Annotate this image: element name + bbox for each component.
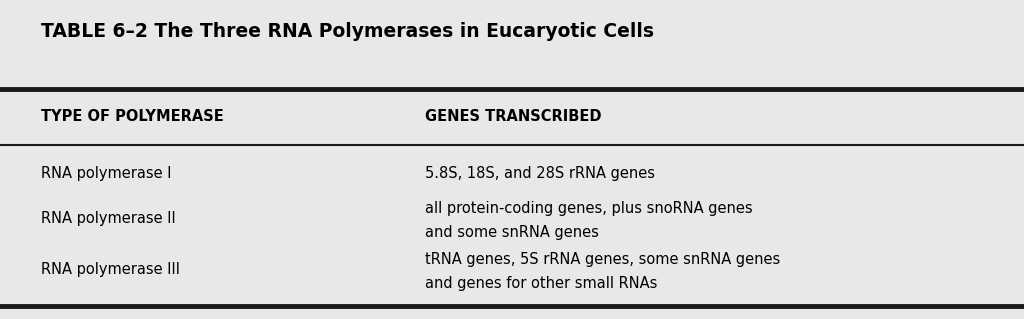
Text: RNA polymerase II: RNA polymerase II [41,211,176,226]
Text: tRNA genes, 5S rRNA genes, some snRNA genes: tRNA genes, 5S rRNA genes, some snRNA ge… [425,252,780,268]
Text: all protein-coding genes, plus snoRNA genes: all protein-coding genes, plus snoRNA ge… [425,201,753,217]
Text: TABLE 6–2 The Three RNA Polymerases in Eucaryotic Cells: TABLE 6–2 The Three RNA Polymerases in E… [41,22,654,41]
Text: GENES TRANSCRIBED: GENES TRANSCRIBED [425,109,601,124]
Text: 5.8S, 18S, and 28S rRNA genes: 5.8S, 18S, and 28S rRNA genes [425,166,655,182]
Text: and genes for other small RNAs: and genes for other small RNAs [425,276,657,292]
Text: RNA polymerase III: RNA polymerase III [41,262,180,277]
Text: TYPE OF POLYMERASE: TYPE OF POLYMERASE [41,109,223,124]
Text: and some snRNA genes: and some snRNA genes [425,225,599,241]
Text: RNA polymerase I: RNA polymerase I [41,166,171,182]
